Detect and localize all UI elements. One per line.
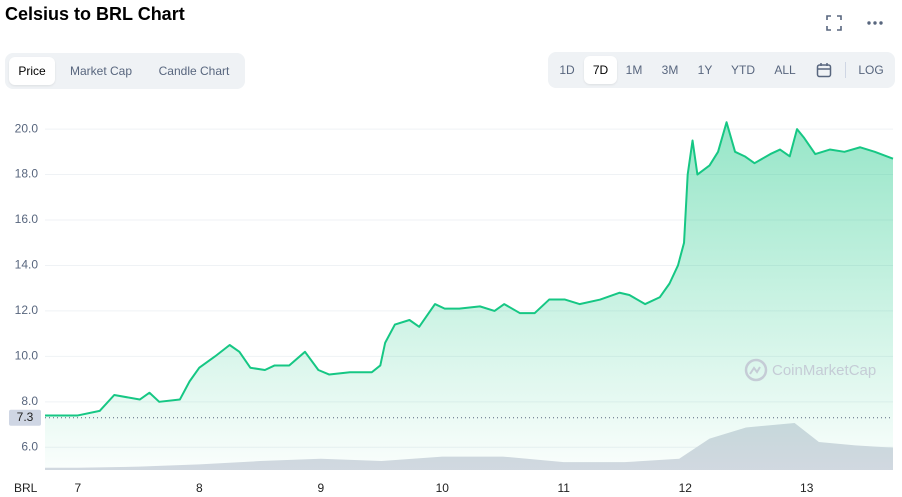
x-tick-label: 12 xyxy=(679,481,693,495)
x-tick-label: 8 xyxy=(196,481,203,495)
range-button[interactable]: 1Y xyxy=(697,63,713,77)
x-tick-label: 13 xyxy=(800,481,814,495)
fullscreen-icon[interactable] xyxy=(826,15,842,31)
x-tick-label: 9 xyxy=(317,481,324,495)
more-icon[interactable] xyxy=(867,21,883,25)
y-tick-label: 14.0 xyxy=(15,258,39,272)
x-tick-label: 11 xyxy=(558,481,571,495)
range-button[interactable]: YTD xyxy=(731,63,755,77)
watermark-text: CoinMarketCap xyxy=(772,362,876,379)
y-tick-label: 18.0 xyxy=(15,167,39,181)
chart-title: Celsius to BRL Chart xyxy=(5,4,185,24)
reference-label-box xyxy=(9,409,41,426)
tab[interactable]: Price xyxy=(9,57,55,85)
y-tick-label: 20.0 xyxy=(15,121,39,135)
y-tick-label: 10.0 xyxy=(15,349,39,363)
range-button[interactable]: 1D xyxy=(559,63,575,77)
log-toggle[interactable]: LOG xyxy=(858,63,884,77)
tab[interactable]: Candle Chart xyxy=(158,64,230,78)
range-button[interactable]: 7D xyxy=(584,56,617,84)
price-area xyxy=(45,122,893,470)
toolbar-icons xyxy=(826,15,883,31)
divider xyxy=(845,62,846,78)
tab[interactable]: Market Cap xyxy=(69,64,133,78)
watermark: CoinMarketCap xyxy=(744,358,876,382)
range-button[interactable]: ALL xyxy=(774,63,796,77)
y-tick-label: 6.0 xyxy=(21,439,38,453)
range-button[interactable]: 1M xyxy=(625,63,643,77)
calendar-icon[interactable] xyxy=(816,62,832,78)
price-line xyxy=(45,121,894,417)
y-tick-label: 12.0 xyxy=(15,303,39,317)
x-tick-label: 7 xyxy=(74,481,81,495)
range-button[interactable]: 3M xyxy=(661,63,679,77)
reference-label: 7.3 xyxy=(17,410,34,424)
currency-label: BRL xyxy=(14,481,38,495)
y-tick-label: 16.0 xyxy=(15,212,39,226)
x-tick-label: 10 xyxy=(436,481,450,495)
range-group: 1D 7D 1M 3M 1Y YTD ALL LOG xyxy=(548,52,895,88)
y-tick-label: 8.0 xyxy=(21,394,38,408)
tab-group: Price Market Cap Candle Chart xyxy=(5,53,245,89)
